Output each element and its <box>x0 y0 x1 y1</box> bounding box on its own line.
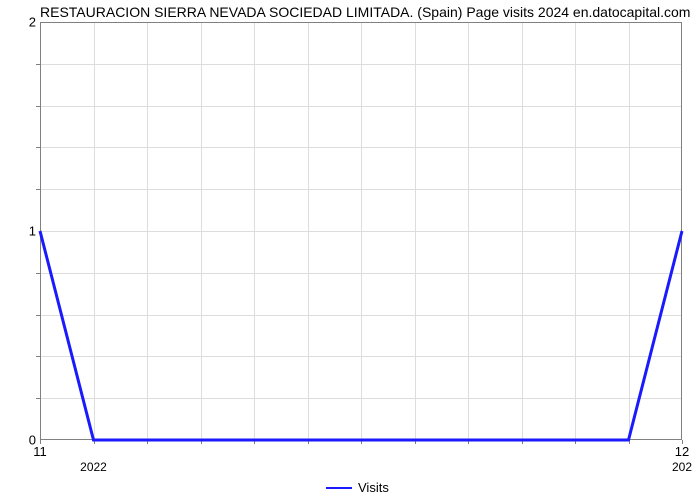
xtick-label-top: 11 <box>33 444 47 459</box>
legend-label: Visits <box>358 480 389 495</box>
xtick-label-bottom: 2022 <box>80 460 107 474</box>
plot-area: 01211122022202 <box>40 22 682 440</box>
xtick-label-bottom: 202 <box>672 460 692 474</box>
chart-root: { "chart": { "type": "line", "title": "R… <box>0 0 700 500</box>
ytick-label: 2 <box>22 15 36 30</box>
ytick-label: 1 <box>22 224 36 239</box>
xtick-label-top: 12 <box>675 444 689 459</box>
visits-line <box>40 22 682 440</box>
legend-swatch <box>326 487 352 489</box>
chart-title: RESTAURACION SIERRA NEVADA SOCIEDAD LIMI… <box>40 4 690 20</box>
legend: Visits <box>326 480 389 495</box>
